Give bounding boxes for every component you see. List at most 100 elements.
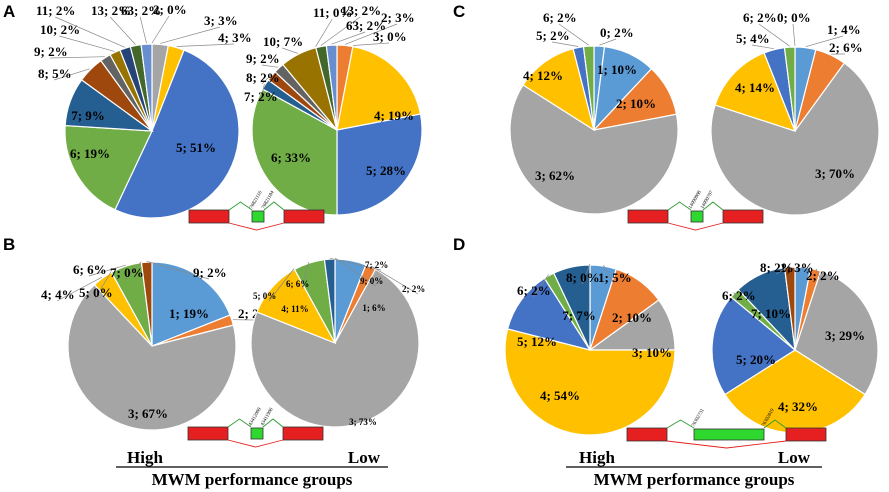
leader-line-63 xyxy=(139,16,147,44)
data-label-5: 5; 28% xyxy=(366,163,406,178)
high-label-left: High xyxy=(127,448,163,467)
leader-line-9 xyxy=(261,64,279,68)
leader-line-8 xyxy=(775,265,790,275)
low-label-left: Low xyxy=(348,448,381,467)
data-label-4: 4; 11% xyxy=(281,304,308,314)
leader-line-4 xyxy=(176,43,235,47)
data-label-63: 63; 2% xyxy=(346,18,386,33)
data-label-8: 8; 5% xyxy=(38,66,72,81)
high-label-right: High xyxy=(579,448,615,467)
leader-line-13 xyxy=(320,16,361,46)
leader-line-4 xyxy=(56,276,103,302)
skip-junction xyxy=(667,222,724,231)
data-label-7: 7; 2% xyxy=(244,89,278,104)
coord-label: 76302731 xyxy=(691,408,706,428)
slice-3 xyxy=(509,84,679,215)
data-label-2: 2; 6% xyxy=(829,40,863,55)
panel-letter-d: D xyxy=(453,235,465,254)
leader-line-8 xyxy=(261,74,271,85)
pie-chart-b-low: 1; 6% 2; 2% 3; 73% 4; 11% 5; 0% 6; 6% 7; 2% 9; … xyxy=(250,257,425,428)
leader-line-10 xyxy=(282,47,299,54)
coord-label: 76821184 xyxy=(261,190,275,210)
exon-left xyxy=(188,209,230,224)
data-label-1: 1; 4% xyxy=(827,22,861,37)
data-label-1: 1; 10% xyxy=(597,62,637,77)
data-label-6: 6; 2% xyxy=(722,288,756,303)
leader-line-5 xyxy=(751,44,774,50)
slice-7 xyxy=(553,264,591,351)
target-exon xyxy=(690,210,704,223)
leader-line-2 xyxy=(371,265,419,295)
exon-left xyxy=(187,426,229,441)
data-label-3: 3; 3% xyxy=(204,13,238,28)
splice-out xyxy=(702,201,724,211)
data-label-8: 8; 0% xyxy=(566,270,600,285)
slice-8 xyxy=(783,266,796,351)
leader-line-5 xyxy=(94,271,112,300)
slice-4 xyxy=(336,45,422,131)
leader-line-6 xyxy=(301,262,310,290)
data-label-9: 9; 0% xyxy=(360,276,383,286)
data-label-9: 9; 2% xyxy=(193,265,227,280)
leader-line-11 xyxy=(55,16,125,48)
data-label-3: 3; 70% xyxy=(815,166,855,181)
splice-in xyxy=(228,201,253,211)
data-label-7: 7; 0% xyxy=(110,265,144,280)
data-label-2: 2; 2% xyxy=(806,268,840,283)
data-label-5: 5; 0% xyxy=(79,285,113,300)
leader-line-5 xyxy=(551,41,579,47)
data-label-6: 6; 2% xyxy=(517,283,551,298)
data-label-7: 7; 9% xyxy=(71,108,105,123)
leader-line-6 xyxy=(733,292,739,303)
target-exon xyxy=(251,210,265,223)
leader-line-6 xyxy=(532,274,549,298)
data-label-13: 13; 2% xyxy=(341,3,381,18)
axis-title-right: MWM performance groups xyxy=(594,470,795,489)
data-label-3: 3; 73% xyxy=(349,417,377,427)
slice-3 xyxy=(250,268,420,428)
leader-line-3 xyxy=(160,26,221,44)
data-label-2: 2; 3% xyxy=(381,10,415,25)
splice-out xyxy=(263,201,285,211)
exon-right xyxy=(283,209,325,224)
data-label-2: 2; 10% xyxy=(612,310,652,325)
leader-line-8 xyxy=(581,263,591,285)
slice-9 xyxy=(140,261,153,347)
data-label-1: 1; 5% xyxy=(598,270,632,285)
panel-letter-b: B xyxy=(3,235,15,254)
data-label-0: 0; 2% xyxy=(600,25,634,40)
skip-junction xyxy=(666,440,787,449)
data-label-5: 5; 12% xyxy=(517,334,557,349)
exon-right xyxy=(785,427,827,442)
data-label-4: 4; 54% xyxy=(540,388,580,403)
slice-6 xyxy=(64,124,153,211)
pie-chart-a-low: 2; 3% 3; 0% 4; 19% 5; 28% 6; 33% 7; 2% 8; 2% 9;… xyxy=(244,3,423,216)
pie-chart-d-high: 1; 5% 2; 10% 3; 10% 4; 54% 5; 12% 6; 2% 7; 7% 8… xyxy=(504,263,676,436)
splice-in xyxy=(227,418,252,428)
slice-4 xyxy=(714,52,797,132)
data-label-9: 9; 2% xyxy=(246,51,280,66)
leader-line-8 xyxy=(53,68,90,81)
exon-right xyxy=(722,209,764,224)
exon-left xyxy=(626,427,668,442)
leader-line-0 xyxy=(599,38,617,46)
data-label-6: 6; 19% xyxy=(70,146,110,161)
data-label-6: 6; 2% xyxy=(543,10,577,25)
slice-5 xyxy=(506,277,592,351)
pie-chart-d-low: 1; 3%2; 2% 3; 29% 4; 32% 5; 20% 6; 2% 7; 10% 8… xyxy=(711,260,879,434)
data-label-6: 6; 2% xyxy=(743,10,777,25)
panel-letter-a: A xyxy=(3,2,15,21)
leader-line-1 xyxy=(795,266,804,275)
data-label-8: 8; 2% xyxy=(760,260,794,275)
pie-chart-c-high: 0; 2% 1; 10% 2; 10% 3; 62% 4; 12% 5; 2% 6; 2% xyxy=(509,10,679,215)
data-label-4: 4; 3% xyxy=(218,30,252,45)
data-label-7: 7; 10% xyxy=(751,306,791,321)
data-label-7: 7; 2% xyxy=(365,260,388,270)
data-label-11: 11; 0% xyxy=(313,5,352,20)
splice-out xyxy=(763,419,787,429)
data-label-5: 5; 51% xyxy=(176,140,216,155)
data-label-4: 4; 14% xyxy=(735,80,775,95)
leader-line-1 xyxy=(603,264,615,285)
data-label-10: 10; 2% xyxy=(40,22,80,37)
